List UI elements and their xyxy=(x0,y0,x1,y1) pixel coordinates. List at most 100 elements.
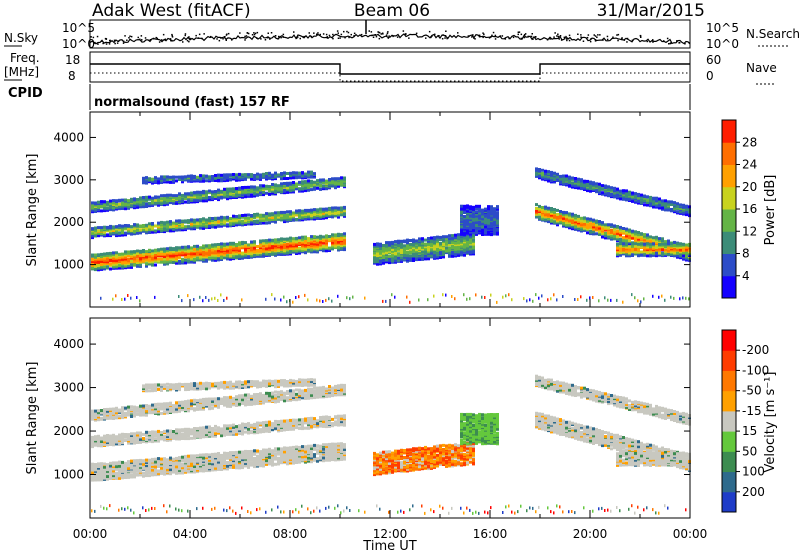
heatmap-cell xyxy=(631,250,634,254)
heatmap-cell xyxy=(682,256,685,260)
heatmap-cell xyxy=(115,227,118,231)
clutter-cell xyxy=(112,297,114,301)
heatmap-cell xyxy=(253,173,256,177)
heatmap-cell xyxy=(664,240,667,244)
heatmap-cell xyxy=(637,237,640,241)
heatmap-cell xyxy=(142,249,145,252)
heatmap-cell xyxy=(220,195,223,199)
heatmap-cell xyxy=(175,261,178,265)
noise-dot xyxy=(332,37,334,40)
clutter-cell xyxy=(298,295,300,299)
clutter-cell xyxy=(391,293,393,297)
heatmap-cell xyxy=(256,219,259,223)
heatmap-cell xyxy=(496,230,499,234)
heatmap-cell xyxy=(421,245,424,249)
heatmap-cell xyxy=(127,438,130,441)
heatmap-cell xyxy=(220,248,223,251)
heatmap-cell xyxy=(301,248,304,252)
heatmap-cell xyxy=(463,250,466,254)
noise-dot xyxy=(171,39,173,42)
noise-dot xyxy=(474,38,476,40)
noise-dot xyxy=(478,36,481,38)
heatmap-cell xyxy=(148,248,151,252)
heatmap-cell xyxy=(403,239,406,243)
heatmap-cell xyxy=(451,236,454,240)
heatmap-cell xyxy=(313,208,316,212)
heatmap-cell xyxy=(229,253,232,257)
heatmap-cell xyxy=(661,248,664,252)
heatmap-cell xyxy=(601,221,604,225)
heatmap-cell xyxy=(262,193,265,197)
heatmap-cell xyxy=(460,220,463,223)
heatmap-cell xyxy=(343,237,346,241)
heatmap-cell xyxy=(211,175,214,178)
heatmap-cell xyxy=(298,241,301,245)
heatmap-cell xyxy=(220,244,223,248)
heatmap-cell xyxy=(304,217,307,221)
heatmap-cell xyxy=(268,171,271,175)
heatmap-cell xyxy=(265,217,268,221)
heatmap-cell xyxy=(202,196,205,200)
heatmap-cell xyxy=(205,179,208,183)
heatmap-cell xyxy=(97,207,100,211)
heatmap-cell xyxy=(91,232,94,236)
heatmap-cell xyxy=(97,203,100,207)
heatmap-cell xyxy=(313,242,316,246)
heatmap-cell xyxy=(496,213,499,217)
heatmap-cell xyxy=(202,222,205,226)
heatmap-cell xyxy=(106,225,109,229)
clutter-cell xyxy=(679,297,681,301)
heatmap-cell xyxy=(166,248,169,252)
heatmap-cell xyxy=(466,204,469,208)
heatmap-cell xyxy=(343,176,346,180)
heatmap-cell xyxy=(199,190,202,194)
heatmap-cell xyxy=(682,254,685,258)
heatmap-cell xyxy=(280,187,283,191)
heatmap-cell xyxy=(661,237,664,241)
heatmap-cell xyxy=(322,178,325,182)
heatmap-cell xyxy=(109,407,112,411)
heatmap-cell xyxy=(175,199,178,203)
heatmap-cell xyxy=(211,178,214,182)
heatmap-cell xyxy=(670,250,673,254)
heatmap-cell xyxy=(286,215,289,219)
heatmap-cell xyxy=(172,196,175,200)
heatmap-cell xyxy=(214,195,217,199)
heatmap-cell xyxy=(469,251,472,255)
heatmap-cell xyxy=(271,250,274,254)
heatmap-cell xyxy=(658,203,661,206)
heatmap-cell xyxy=(130,250,133,254)
clutter-cell xyxy=(118,508,120,512)
heatmap-cell xyxy=(193,174,196,178)
heatmap-cell xyxy=(406,245,409,249)
heatmap-cell xyxy=(676,202,679,206)
heatmap-cell xyxy=(649,250,652,254)
heatmap-cell xyxy=(262,186,265,190)
heatmap-cell xyxy=(121,432,124,436)
heatmap-cell xyxy=(343,234,346,237)
heatmap-cell xyxy=(175,223,178,227)
heatmap-cell xyxy=(337,180,340,184)
heatmap-cell xyxy=(262,253,265,257)
colorbar-tick-label: 8 xyxy=(742,247,750,261)
heatmap-cell xyxy=(172,201,175,205)
noise-dot xyxy=(499,35,502,37)
heatmap-cell xyxy=(211,253,214,257)
heatmap-cell xyxy=(172,229,175,233)
heatmap-cell xyxy=(163,175,166,179)
heatmap-cell xyxy=(214,255,217,259)
heatmap-cell xyxy=(487,212,490,216)
noise-dot xyxy=(186,39,189,42)
heatmap-cell xyxy=(292,214,295,218)
heatmap-cell xyxy=(181,175,184,179)
heatmap-cell xyxy=(442,247,445,250)
heatmap-cell xyxy=(565,216,568,220)
heatmap-cell xyxy=(418,243,421,247)
noise-dot xyxy=(130,35,133,38)
heatmap-cell xyxy=(214,216,217,220)
heatmap-cell xyxy=(547,172,550,176)
noise-dot xyxy=(445,30,447,32)
noise-dot xyxy=(676,40,678,42)
noise-dot xyxy=(568,39,571,42)
noise-dot xyxy=(639,35,642,37)
